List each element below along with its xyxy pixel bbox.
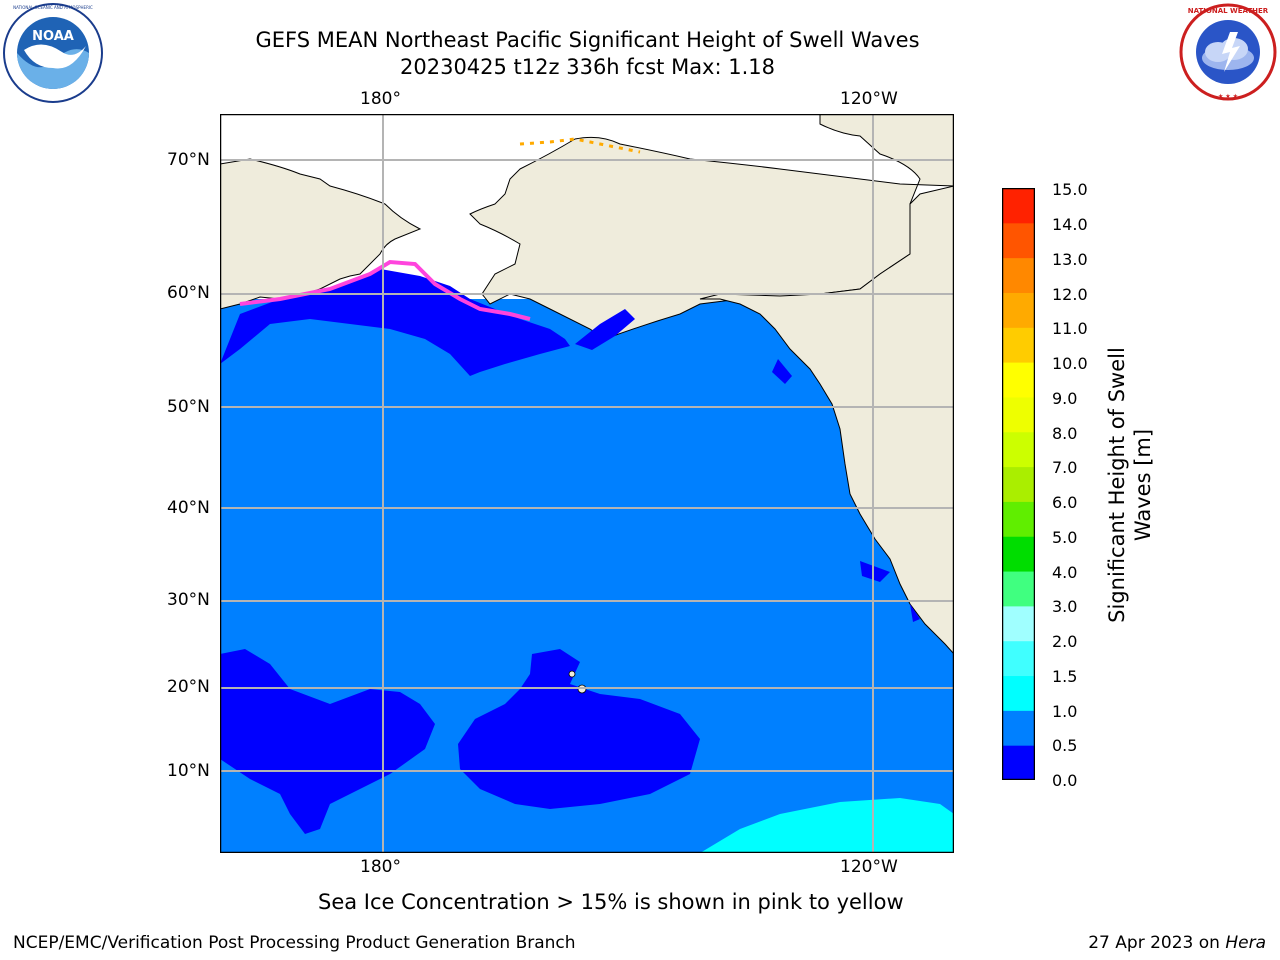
colorbar-label: 4.0: [1052, 563, 1078, 582]
colorbar-label: 11.0: [1052, 319, 1088, 338]
svg-text:★ ★ ★: ★ ★ ★: [1218, 93, 1238, 100]
colorbar-segment: [1002, 745, 1035, 780]
swell-1-1-5m-patch: [700, 798, 954, 853]
colorbar-segment: [1002, 536, 1035, 572]
colorbar-label: 1.0: [1052, 702, 1078, 721]
colorbar-label: 0.5: [1052, 736, 1078, 755]
alaska-landmass: [469, 114, 954, 340]
lon-tick-bottom-180: 180°: [360, 857, 401, 877]
colorbar-label: 13.0: [1052, 250, 1088, 269]
low-swell-bc-coast: [772, 359, 792, 384]
low-swell-hawaii-region: [458, 649, 700, 809]
map-subtitle: 20230425 t12z 336h fcst Max: 1.18: [400, 55, 775, 79]
colorbar-title-line2: Waves [m]: [1131, 428, 1155, 542]
colorbar-label: 0.0: [1052, 771, 1078, 790]
colorbar-label: 7.0: [1052, 458, 1078, 477]
noaa-logo-icon: NOAA NATIONAL OCEANIC AND ATMOSPHERIC: [3, 3, 103, 103]
map-border: [220, 114, 954, 853]
colorbar-segment: [1002, 501, 1035, 537]
colorbar-label: 3.0: [1052, 597, 1078, 616]
footer-date: 27 Apr 2023 on Hera: [1088, 933, 1266, 953]
nws-logo-icon: NATIONAL WEATHER ★ ★ ★: [1179, 3, 1277, 101]
sea-ice-edge-north: [519, 137, 641, 154]
svg-text:NATIONAL OCEANIC AND ATMOSPHER: NATIONAL OCEANIC AND ATMOSPHERIC: [13, 5, 93, 10]
colorbar-segment: [1002, 466, 1035, 502]
lat-tick-30n: 30°N: [167, 590, 210, 610]
colorbar-title: Significant Height of Swell Waves [m]: [1104, 305, 1156, 665]
colorbar-segment: [1002, 640, 1035, 677]
colorbar-label: 15.0: [1052, 180, 1088, 199]
map-title: GEFS MEAN Northeast Pacific Significant …: [255, 28, 920, 52]
sea-ice-caption: Sea Ice Concentration > 15% is shown in …: [318, 890, 904, 914]
colorbar-segment: [1002, 396, 1035, 433]
colorbar-segment: [1002, 605, 1035, 642]
svg-text:NATIONAL WEATHER: NATIONAL WEATHER: [1188, 7, 1269, 15]
lat-tick-50n: 50°N: [167, 397, 210, 417]
colorbar-segment: [1002, 188, 1035, 224]
colorbar-label: 10.0: [1052, 354, 1088, 373]
low-swell-california: [860, 561, 890, 582]
colorbar-segment: [1002, 571, 1035, 607]
colorbar-label: 12.0: [1052, 285, 1088, 304]
colorbar-label: 8.0: [1052, 424, 1078, 443]
colorbar-segment: [1002, 675, 1035, 711]
lat-tick-40n: 40°N: [167, 498, 210, 518]
footer-host: Hera: [1225, 933, 1266, 953]
lat-tick-70n: 70°N: [167, 150, 210, 170]
colorbar-border: [1002, 188, 1035, 780]
hawaii-island: [568, 670, 576, 678]
siberia-landmass: [220, 158, 422, 310]
lat-tick-20n: 20°N: [167, 677, 210, 697]
colorbar-segment: [1002, 362, 1035, 398]
lat-tick-10n: 10°N: [167, 761, 210, 781]
footer-credit: NCEP/EMC/Verification Post Processing Pr…: [13, 933, 576, 953]
graticule: [220, 114, 954, 853]
lat-tick-60n: 60°N: [167, 283, 210, 303]
footer-date-text: 27 Apr 2023 on: [1088, 933, 1226, 953]
colorbar-title-line1: Significant Height of Swell: [1105, 347, 1129, 623]
colorbar-label: 9.0: [1052, 389, 1078, 408]
colorbar-segment: [1002, 292, 1035, 328]
colorbar-label: 1.5: [1052, 667, 1078, 686]
colorbar-segment: [1002, 327, 1035, 363]
low-swell-baja: [910, 604, 920, 622]
colorbar-segment: [1002, 431, 1035, 468]
low-swell-bering: [220, 269, 570, 376]
lon-tick-top-180: 180°: [360, 89, 401, 109]
colorbar-label: 14.0: [1052, 215, 1088, 234]
lon-tick-bottom-120w: 120°W: [840, 857, 898, 877]
colorbar-label: 6.0: [1052, 493, 1078, 512]
north-america-landmass: [699, 185, 954, 655]
colorbar-segment: [1002, 257, 1035, 293]
colorbar-segment: [1002, 710, 1035, 746]
low-swell-west-tropics: [220, 649, 435, 834]
svg-text:NOAA: NOAA: [32, 29, 74, 44]
colorbar-label: 5.0: [1052, 528, 1078, 547]
colorbar-label: 2.0: [1052, 632, 1078, 651]
swell-height-map: [220, 114, 954, 853]
lon-tick-top-120w: 120°W: [840, 89, 898, 109]
colorbar-segment: [1002, 222, 1035, 259]
sea-ice-edge: [239, 259, 531, 321]
low-swell-alaska-coast: [575, 309, 635, 350]
colorbar: [1002, 188, 1035, 780]
